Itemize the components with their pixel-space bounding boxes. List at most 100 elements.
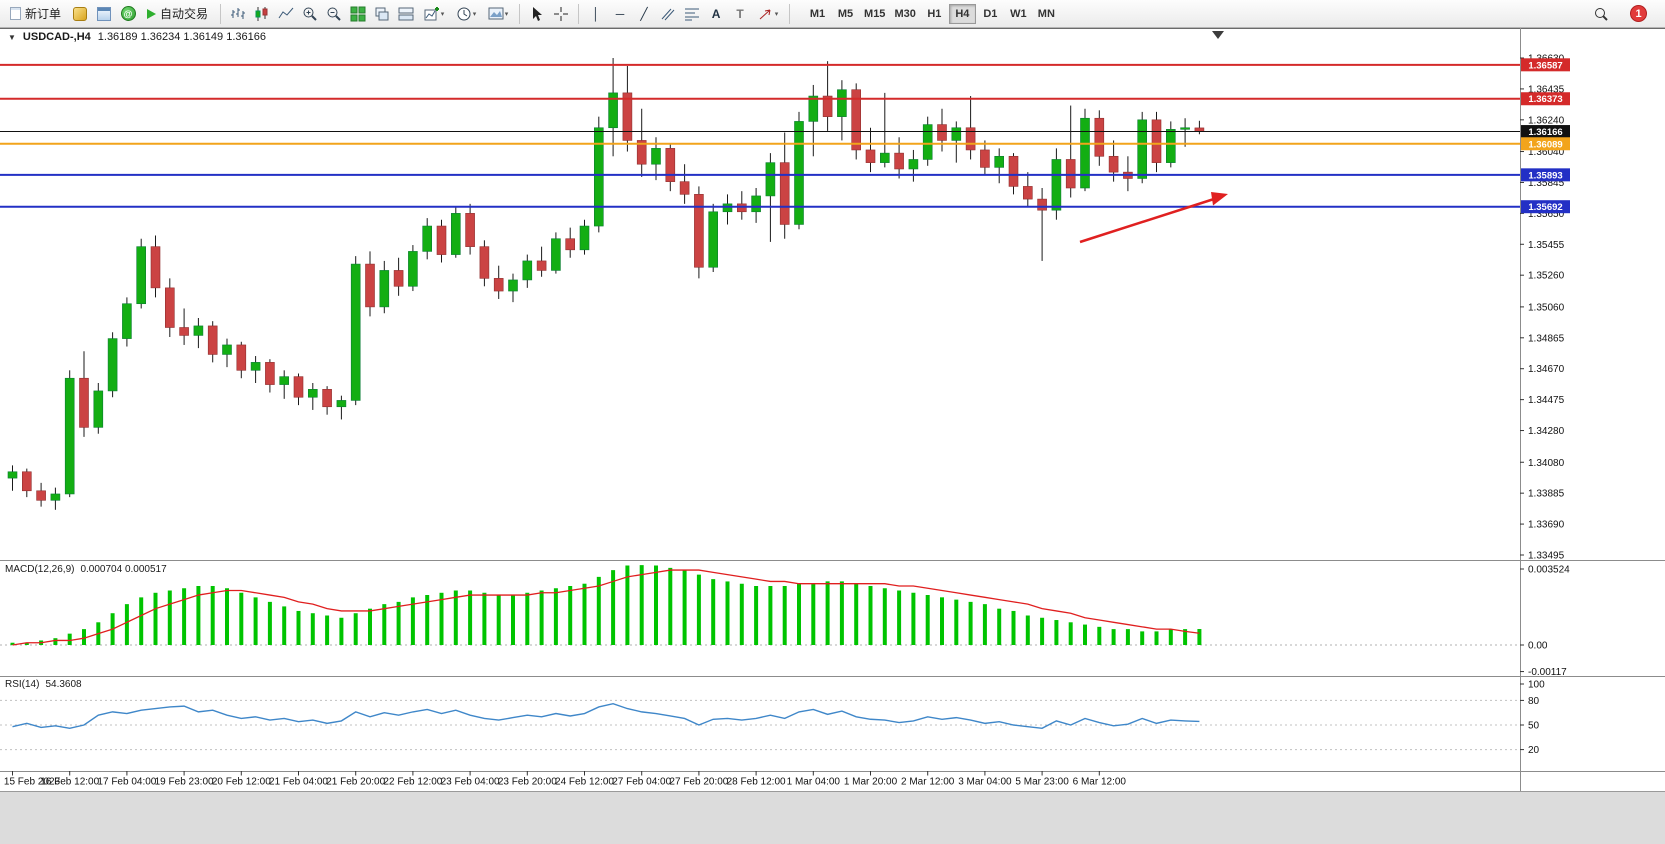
time-tick-label: 22 Feb 12:00 (383, 777, 442, 788)
zoom-in-button[interactable] (299, 2, 321, 26)
candle (150, 246, 161, 289)
candle (122, 303, 132, 339)
price-tick-label: 1.36435 (1528, 84, 1565, 95)
candle (851, 89, 862, 151)
community-button[interactable]: @ (117, 2, 139, 26)
candle (379, 270, 390, 308)
time-tick-label: 1 Mar 20:00 (844, 777, 898, 788)
fibonacci-button[interactable] (681, 2, 703, 26)
cursor-button[interactable] (526, 2, 548, 26)
timeframe-m5[interactable]: M5 (832, 4, 859, 24)
chart-ohlc-header: ▼ USDCAD-,H4 1.36189 1.36234 1.36149 1.3… (8, 31, 266, 43)
rsi-value: 54.3608 (45, 679, 82, 690)
chart-shift-marker[interactable] (1212, 31, 1224, 39)
new-order-icon (10, 7, 21, 20)
timeframe-h4[interactable]: H4 (948, 3, 976, 24)
candle (794, 121, 804, 225)
candlestick-icon (255, 6, 268, 21)
time-tick-label: 27 Feb 20:00 (669, 777, 728, 788)
timeframe-m30[interactable]: M30 (890, 4, 919, 24)
timeframe-m1[interactable]: M1 (804, 4, 831, 24)
auto-trading-button[interactable]: 自动交易 (141, 2, 214, 26)
candle (1137, 119, 1147, 179)
candle (279, 376, 290, 385)
search-button[interactable] (1590, 2, 1612, 26)
timeframe-m15[interactable]: M15 (860, 4, 889, 24)
candle (908, 159, 919, 170)
timeframe-d1[interactable]: D1 (977, 4, 1004, 24)
horizontal-line-button[interactable]: ─ (609, 2, 631, 26)
candle (393, 270, 404, 287)
new-chart-icon (424, 6, 439, 20)
arrange-windows-icon (398, 7, 414, 20)
new-chart-dropdown[interactable]: ▾ (419, 2, 449, 26)
trend-arrow-head[interactable] (1211, 192, 1228, 206)
candle (865, 149, 876, 163)
candle (808, 95, 819, 122)
candle (822, 95, 833, 117)
label-button[interactable]: T (729, 2, 751, 26)
rsi-label: RSI(14) 54.3608 (5, 679, 82, 690)
candle (493, 278, 504, 292)
notification-badge[interactable]: 1 (1630, 5, 1647, 22)
line-chart-button[interactable] (275, 2, 297, 26)
macd-values: 0.000704 0.000517 (80, 564, 167, 575)
zoom-out-button[interactable] (323, 2, 345, 26)
candle (465, 213, 475, 247)
candle (436, 225, 447, 255)
time-tick-label: 28 Feb 12:00 (727, 777, 786, 788)
candle (937, 124, 947, 141)
candle (708, 211, 719, 268)
one-click-expander-icon[interactable]: ▼ (8, 32, 16, 42)
chevron-down-icon: ▾ (472, 10, 477, 18)
auto-trading-label: 自动交易 (160, 7, 209, 21)
trendline-button[interactable]: ╱ (633, 2, 655, 26)
time-tick-label: 3 Mar 04:00 (958, 777, 1012, 788)
line-chart-icon (278, 7, 294, 18)
text-button[interactable]: A (705, 2, 727, 26)
tile-windows-button[interactable] (347, 2, 369, 26)
cascade-windows-button[interactable] (371, 2, 393, 26)
candle (837, 89, 847, 117)
trendline-icon: ╱ (640, 6, 648, 21)
candle (994, 155, 1005, 168)
channel-button[interactable] (657, 2, 679, 26)
arrange-windows-button[interactable] (395, 2, 417, 26)
rsi-line (12, 702, 1200, 729)
arrows-dropdown[interactable]: ▾ (753, 2, 783, 26)
market-watch-button[interactable] (69, 2, 91, 26)
zoom-in-icon (303, 7, 317, 21)
price-level-badge (1521, 168, 1570, 182)
data-window-button[interactable] (93, 2, 115, 26)
time-tick-label: 17 Feb 04:00 (97, 777, 156, 788)
time-tick-label: 6 Mar 12:00 (1073, 777, 1127, 788)
vertical-line-icon: │ (592, 6, 600, 21)
candlestick-chart-button[interactable] (251, 2, 273, 26)
candle (551, 238, 561, 271)
price-level-badge-text: 1.36587 (1528, 60, 1562, 71)
candle (622, 92, 633, 141)
candle (322, 389, 332, 408)
timeframe-w1[interactable]: W1 (1005, 4, 1032, 24)
price-tick-label: 1.34670 (1528, 364, 1565, 375)
candle (107, 338, 118, 392)
new-order-button[interactable]: 新订单 (4, 2, 67, 26)
candle (665, 148, 676, 182)
candle (307, 389, 318, 398)
trend-arrow-line[interactable] (1079, 197, 1215, 244)
timeframe-mn[interactable]: MN (1033, 4, 1060, 24)
price-level-badge (1521, 200, 1570, 214)
rsi-tick-label: 80 (1528, 696, 1540, 707)
bar-chart-button[interactable] (227, 2, 249, 26)
chevron-down-icon: ▾ (774, 10, 779, 18)
template-dropdown[interactable]: ▾ (483, 2, 513, 26)
candle (608, 92, 618, 129)
timeframe-h1[interactable]: H1 (921, 4, 948, 24)
play-icon (147, 8, 157, 19)
crosshair-button[interactable] (550, 2, 572, 26)
chart-window-icon (97, 6, 112, 21)
period-dropdown[interactable]: ▾ (451, 2, 481, 26)
candle (93, 390, 104, 428)
vertical-line-button[interactable]: │ (585, 2, 607, 26)
